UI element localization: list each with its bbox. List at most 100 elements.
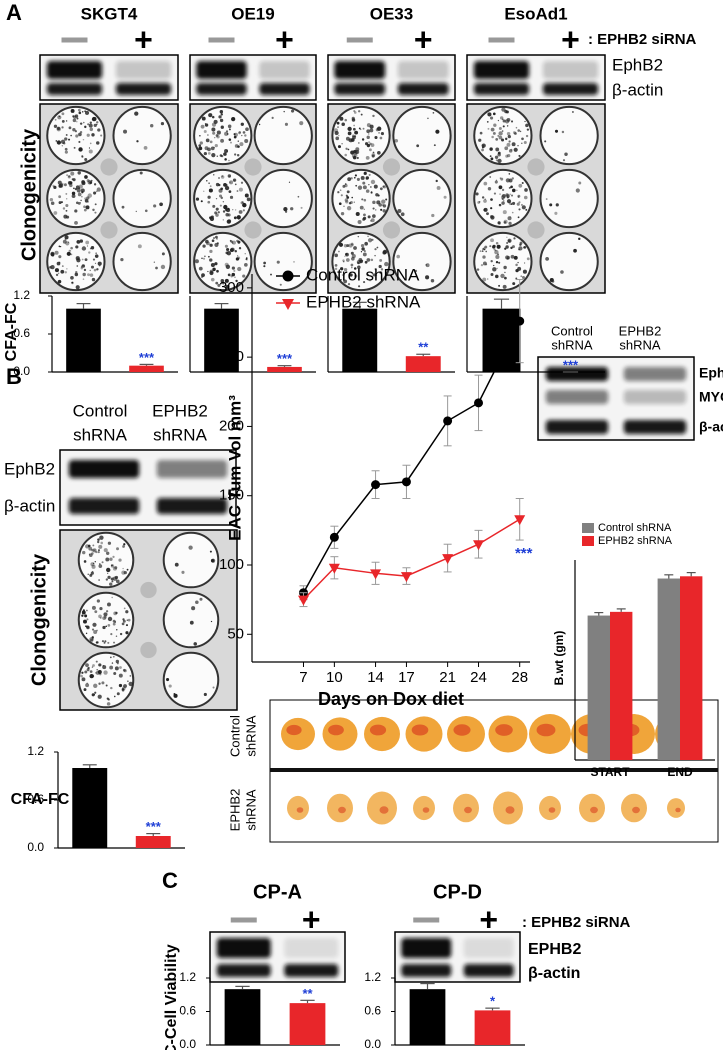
colony bbox=[113, 671, 117, 675]
colony bbox=[85, 240, 90, 245]
blot-label: β-actin bbox=[528, 965, 580, 982]
colony bbox=[363, 208, 365, 210]
colony bbox=[345, 136, 350, 141]
y-axis-label: EAC Tum Vol mm³ bbox=[225, 395, 244, 541]
colony bbox=[379, 271, 383, 275]
colony bbox=[128, 681, 133, 687]
colony bbox=[213, 174, 215, 176]
colony bbox=[219, 194, 223, 198]
marker bbox=[371, 480, 381, 490]
colony bbox=[100, 134, 103, 137]
colony bbox=[357, 220, 362, 225]
colony bbox=[203, 190, 205, 192]
colony bbox=[346, 205, 352, 211]
colony bbox=[227, 219, 232, 223]
colony bbox=[219, 154, 223, 157]
tumor-spot bbox=[675, 807, 681, 813]
colony bbox=[89, 573, 93, 577]
colony bbox=[219, 204, 222, 207]
colony bbox=[427, 117, 429, 120]
colony bbox=[225, 213, 229, 217]
colony bbox=[485, 263, 488, 266]
colony bbox=[370, 220, 372, 222]
colony bbox=[523, 262, 526, 264]
colony bbox=[159, 202, 163, 207]
colony bbox=[86, 625, 90, 629]
colony bbox=[123, 607, 126, 610]
colony bbox=[545, 198, 548, 200]
colony bbox=[76, 240, 81, 244]
colony bbox=[506, 236, 508, 238]
colony bbox=[209, 249, 213, 254]
colony bbox=[207, 200, 211, 204]
colony bbox=[102, 665, 107, 670]
colony bbox=[362, 127, 365, 130]
colony bbox=[490, 259, 493, 263]
colony bbox=[92, 562, 95, 565]
blot-label: EphB2 bbox=[4, 459, 55, 478]
colony bbox=[56, 127, 61, 132]
colony bbox=[489, 147, 493, 151]
colony bbox=[370, 258, 374, 262]
colony bbox=[220, 113, 224, 116]
plate-spacer bbox=[244, 158, 262, 176]
colony bbox=[500, 177, 504, 181]
colony bbox=[181, 570, 185, 574]
colony bbox=[92, 544, 95, 547]
colony bbox=[73, 115, 77, 119]
colony bbox=[485, 250, 488, 253]
colony bbox=[372, 114, 375, 118]
colony bbox=[223, 182, 227, 187]
colony bbox=[518, 248, 520, 251]
colony bbox=[521, 142, 523, 144]
y-tick-label: 0.0 bbox=[364, 1037, 381, 1050]
colony bbox=[62, 239, 67, 244]
plus-sign: + bbox=[479, 901, 498, 937]
colony bbox=[356, 259, 361, 265]
colony bbox=[372, 207, 375, 210]
colony bbox=[495, 249, 497, 252]
colony bbox=[502, 125, 505, 128]
colony bbox=[505, 154, 509, 158]
colony bbox=[218, 115, 222, 119]
colony bbox=[263, 261, 266, 265]
colony bbox=[503, 219, 508, 224]
colony bbox=[244, 253, 246, 255]
colony bbox=[96, 268, 99, 271]
colony bbox=[80, 674, 83, 678]
colony bbox=[220, 279, 225, 283]
colony bbox=[354, 174, 357, 177]
colony bbox=[91, 628, 95, 631]
colony bbox=[86, 245, 89, 247]
plate-spacer bbox=[140, 641, 157, 659]
colony bbox=[368, 173, 371, 176]
colony bbox=[433, 144, 436, 147]
colony bbox=[483, 181, 488, 186]
colony bbox=[237, 255, 239, 257]
colony bbox=[116, 547, 119, 551]
colony bbox=[366, 123, 371, 128]
blot-band bbox=[259, 61, 310, 79]
colony bbox=[202, 244, 206, 248]
y-tick-label: 1.2 bbox=[364, 970, 381, 984]
colony bbox=[337, 145, 341, 149]
blot-label: EphB2 bbox=[612, 55, 663, 74]
colony bbox=[103, 641, 106, 644]
colony bbox=[216, 155, 219, 157]
colony bbox=[83, 560, 87, 563]
colony bbox=[504, 109, 508, 114]
colony bbox=[105, 551, 110, 555]
minus-sign bbox=[61, 37, 88, 43]
colony bbox=[226, 250, 232, 256]
colony bbox=[224, 244, 228, 248]
y-tick-label: 0.6 bbox=[364, 1004, 381, 1018]
plus-sign: + bbox=[275, 21, 294, 57]
colony bbox=[93, 191, 97, 195]
colony bbox=[112, 566, 117, 571]
lane-label: shRNA bbox=[551, 337, 593, 352]
colony bbox=[54, 250, 59, 255]
colony bbox=[217, 177, 221, 180]
colony bbox=[94, 211, 97, 214]
colony bbox=[397, 208, 402, 214]
colony bbox=[91, 570, 94, 573]
